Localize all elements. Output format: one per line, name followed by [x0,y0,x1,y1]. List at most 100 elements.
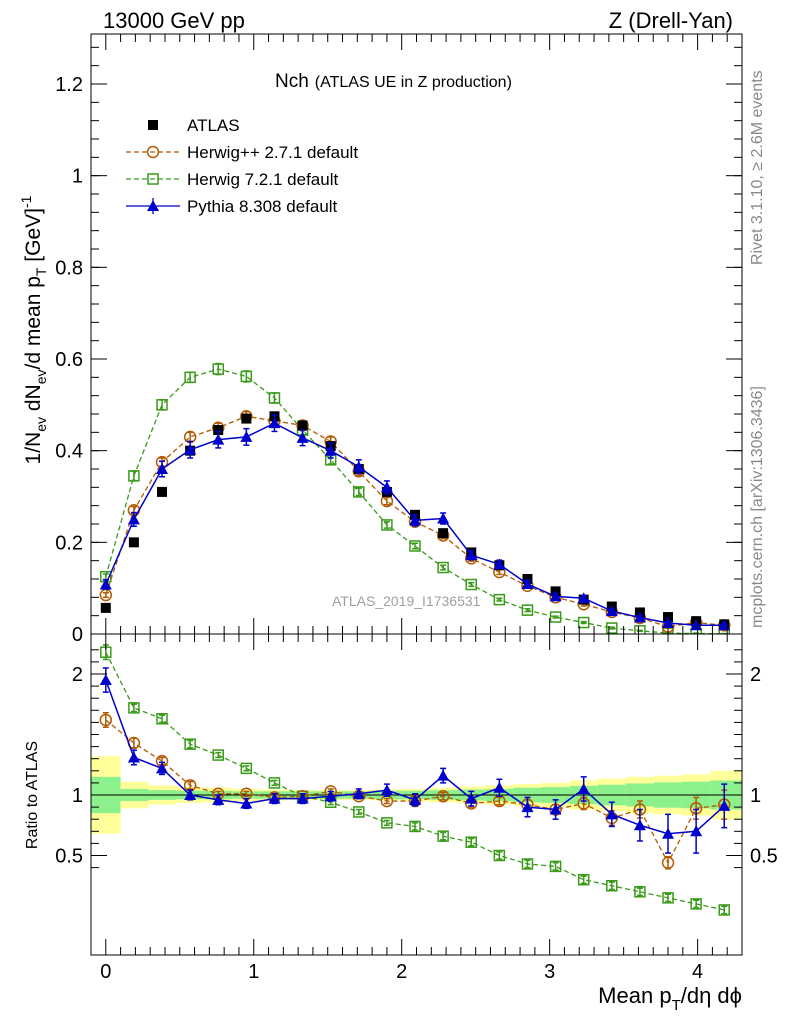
main-errorbar-herwigpp [187,431,194,443]
svg-text:1/Nev dNev/d mean pT [GeV]-1: 1/Nev dNev/d mean pT [GeV]-1 [18,195,49,464]
ratio-point-herwigpp [99,713,113,727]
ratio-errorbar-herwig7 [636,887,643,897]
ratio-point-herwig7 [718,904,730,916]
main-errorbar-herwig7 [159,399,166,411]
ratio-errorbar-herwig7 [187,739,194,749]
main-point-pythia [240,430,253,442]
ratio-errorbar-herwigpp [243,790,250,797]
main-errorbar-herwig7 [412,542,419,550]
main-ytick-label: 1 [72,166,83,188]
x-axis-label: Mean pT/dη dϕ [598,983,742,1014]
legend-item-pythia: Pythia 8.308 default [126,197,338,216]
ratio-point-pythia [437,769,450,781]
main-point-pythia [268,417,281,429]
ratio-errorbar-herwig7 [721,905,728,915]
ratio-point-herwig7 [493,849,506,862]
main-y-axis-label: 1/Nev dNev/d mean pT [GeV]-1 [18,195,49,464]
plot-title: Nch (ATLAS UE in Z production) [275,71,512,92]
main-point-pythia [380,481,393,493]
main-point-pythia [324,444,337,456]
ratio-point-herwig7 [184,738,196,750]
ratio-errorbar-herwig7 [693,899,700,909]
ratio-errorbar-herwigpp [665,855,672,870]
ratio-series-herwig7 [100,644,730,916]
ratio-point-pythia [99,674,112,686]
main-errorbar-herwig7 [580,620,587,625]
ratio-errorbar-herwig7 [215,751,222,759]
ratio-errorbar-herwig7 [468,837,475,847]
ratio-point-herwig7 [240,762,253,775]
main-point-herwig7 [353,486,365,498]
ratio-point-herwig7 [577,873,590,886]
ratio-point-herwig7 [549,860,562,873]
ratio-errorbar-herwig7 [496,851,503,860]
xtick-label: 1 [248,961,259,983]
ratio-panel: 0.5 0.5 1 1 2 2 0 1 2 3 4 [55,633,778,983]
ratio-point-pythia [605,808,618,820]
main-ytick-label: 0.4 [55,441,83,463]
main-errorbar-herwig7 [271,392,278,404]
main-point-pythia [605,605,618,617]
xtick-label: 2 [396,961,407,983]
main-point-herwig7 [493,593,506,606]
ratio-point-herwig7 [690,898,702,910]
main-point-pythia [493,558,506,570]
ratio-errorbar-herwig7 [608,881,615,891]
main-point-herwig7 [409,540,421,552]
legend-item-herwig7: Herwig 7.2.1 default [126,170,338,189]
main-point-herwig7 [465,578,477,591]
ratio-point-herwig7 [521,858,534,870]
main-errorbar-herwigpp [496,569,503,576]
main-errorbar-herwigpp [383,496,390,506]
main-panel: 0 0.2 0.4 0.6 0.8 1 1.2 [55,33,743,646]
legend-marker-herwigpp [146,145,160,159]
main-errorbar-herwig7 [608,626,615,630]
ratio-line-herwigpp [105,719,725,865]
header-right: Z (Drell-Yan) [609,8,733,33]
main-point-herwig7 [521,604,534,616]
ratio-errorbar-herwigpp [187,780,194,790]
main-point-pythia [127,513,140,525]
legend-label-herwig7: Herwig 7.2.1 default [187,170,338,189]
main-errorbar-herwig7 [552,615,559,619]
mcplots-label: mcplots.cern.ch [arXiv:1306.3436] [749,386,766,628]
ratio-point-pythia [718,799,731,811]
ratio-point-herwig7 [437,830,449,842]
ratio-point-pythia [240,797,253,809]
main-point-pythia [212,433,225,445]
main-point-herwig7 [212,363,224,375]
xtick-label: 3 [544,961,555,983]
ratio-errorbar-herwig7 [440,831,447,841]
ratio-errorbar-herwig7 [243,765,250,772]
ratio-errorbar-herwig7 [524,859,531,869]
ratio-point-pythia [352,787,365,799]
main-point-herwig7 [156,399,168,411]
ratio-point-pythia [268,792,281,804]
ratio-series-pythia [99,667,731,854]
main-point-herwig7 [268,392,281,404]
main-point-herwig7 [549,611,562,623]
main-ytick-label: 0 [72,624,83,646]
ratio-errorbar-herwig7 [159,714,166,724]
main-point-pythia [296,431,309,443]
ratio-errorbar-herwigpp [440,791,447,801]
ratio-ytick-label-right: 1 [750,785,761,807]
main-errorbar-herwig7 [187,371,194,384]
ratio-point-herwig7 [606,880,618,892]
ratio-point-herwig7 [381,817,393,829]
ratio-point-pythia [184,789,197,800]
ratio-errorbar-herwig7 [552,862,559,871]
main-point-herwig7 [128,470,140,482]
legend-label-herwigpp: Herwig++ 2.7.1 default [187,143,358,162]
main-point-pythia [690,619,703,631]
main-errorbar-herwig7 [383,520,390,529]
ratio-ytick-label: 1 [72,785,83,807]
main-point-pythia [437,512,450,524]
ratio-errorbar-herwigpp [383,797,390,805]
legend-label-pythia: Pythia 8.308 default [187,197,338,216]
main-errorbar-herwig7 [636,629,643,632]
main-errorbar-herwig7 [496,597,503,602]
ratio-errorbar-herwigpp [496,796,503,806]
ratio-point-herwigpp [436,789,450,803]
main-ytick-label: 1.2 [55,74,83,96]
